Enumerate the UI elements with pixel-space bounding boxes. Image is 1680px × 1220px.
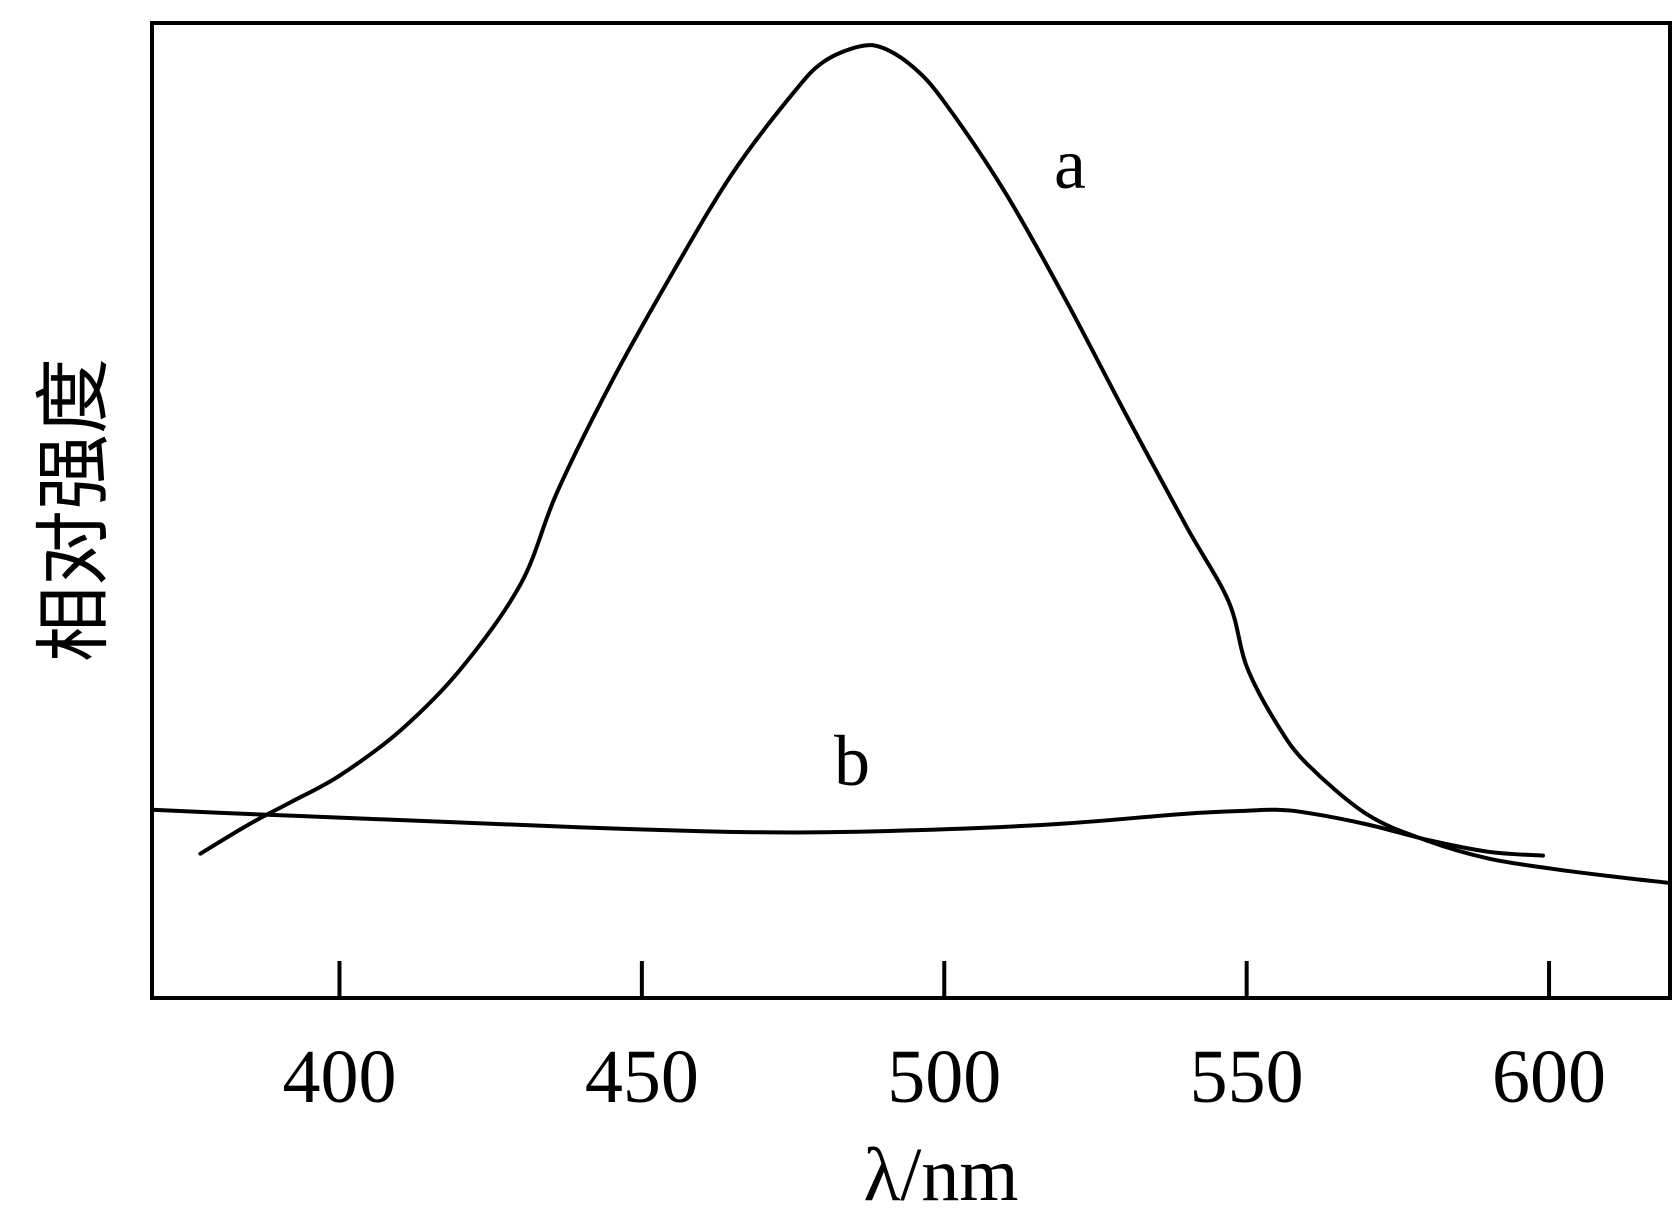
x-tick-label-450: 450 [585,1035,699,1119]
x-tick-label-500: 500 [887,1035,1001,1119]
series-lines [150,43,1672,885]
x-axis-label: λ/nm [863,1133,1018,1217]
series-labels: ab [834,124,1086,801]
x-tick-label-400: 400 [282,1035,396,1119]
x-ticks [337,961,1552,998]
series-line-a [198,43,1672,885]
x-tick-labels: 400 450 500 550 600 [282,1035,1606,1119]
series-label-a: a [1054,124,1086,204]
x-tick-label-600: 600 [1492,1035,1606,1119]
series-label-b: b [834,721,870,801]
series-line-b [150,807,1545,858]
y-axis-label: 相对强度 [33,358,117,662]
plot-frame [150,21,1672,1000]
x-tick-label-550: 550 [1190,1035,1304,1119]
